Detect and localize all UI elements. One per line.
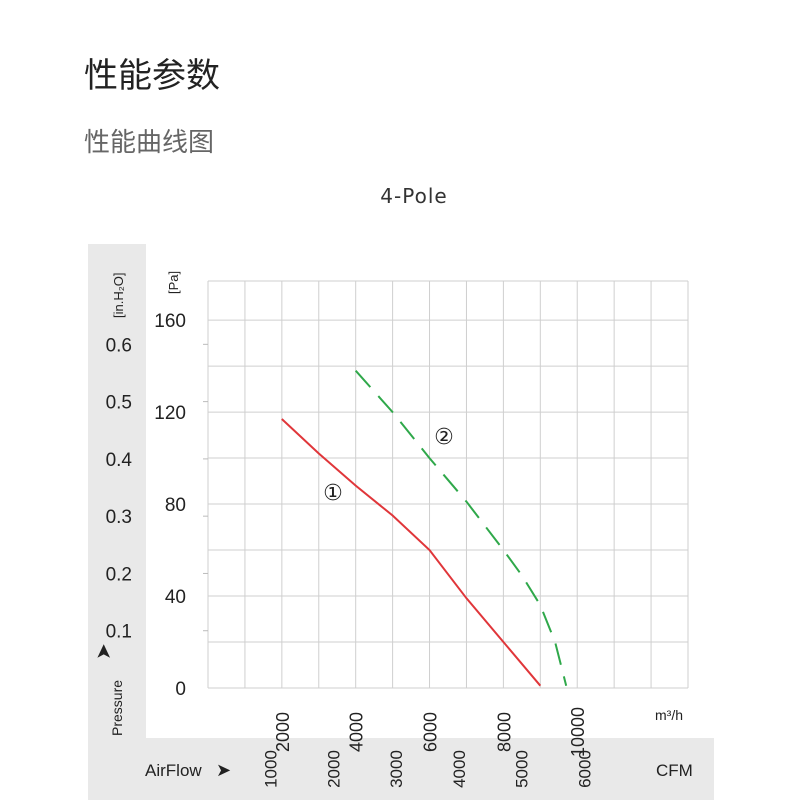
x-secondary-unit: CFM [656, 761, 693, 780]
x-tick-label: 4000 [347, 712, 367, 752]
page-heading: 性能参数 [84, 56, 220, 96]
x-tick-label: 10000 [568, 707, 588, 757]
series-line-2 [354, 370, 568, 686]
x-axis-label: AirFlow [145, 761, 202, 780]
x-tick-label: 6000 [421, 712, 441, 752]
x-unit: m³/h [655, 707, 683, 723]
y-axis-label: Pressure [109, 680, 125, 736]
x-secondary-tick-label: 3000 [387, 750, 406, 788]
y-secondary-tick-label: 0.6 [106, 335, 132, 356]
y-secondary-tick-label: 0.3 [106, 507, 132, 528]
y-tick-label: 160 [154, 311, 186, 332]
y-tick-label: 0 [175, 679, 186, 700]
secondary-y-band [88, 244, 146, 770]
y-secondary-tick-label: 0.1 [106, 622, 132, 643]
x-tick-label: 8000 [494, 712, 514, 752]
y-tick-label: 80 [165, 495, 186, 516]
page-subheading: 性能曲线图 [84, 128, 215, 158]
y-axis-arrow-icon: ➤ [93, 643, 115, 660]
x-secondary-tick-label: 2000 [324, 750, 343, 788]
x-secondary-tick-label: 5000 [513, 750, 532, 788]
x-axis-arrow-icon: ➤ [216, 760, 231, 780]
secondary-x-band [88, 738, 714, 800]
x-tick-label: 2000 [273, 712, 293, 752]
x-secondary-tick-label: 4000 [450, 750, 469, 788]
series-line-1 [281, 418, 542, 687]
x-secondary-tick-label: 1000 [262, 750, 281, 788]
series-label-1: ① [323, 481, 343, 506]
y-secondary-tick-label: 0.5 [106, 393, 132, 414]
series-label-2: ② [434, 425, 454, 450]
x-secondary-tick-label: 6000 [575, 750, 594, 788]
y-tick-label: 40 [165, 587, 186, 608]
y-tick-label: 120 [154, 403, 186, 424]
y-secondary-unit: [in.H₂O] [111, 273, 126, 319]
y-unit: [Pa] [166, 271, 181, 294]
chart-title: 4-Pole [380, 184, 448, 208]
y-secondary-tick-label: 0.4 [106, 450, 133, 471]
y-secondary-tick-label: 0.2 [106, 564, 132, 585]
